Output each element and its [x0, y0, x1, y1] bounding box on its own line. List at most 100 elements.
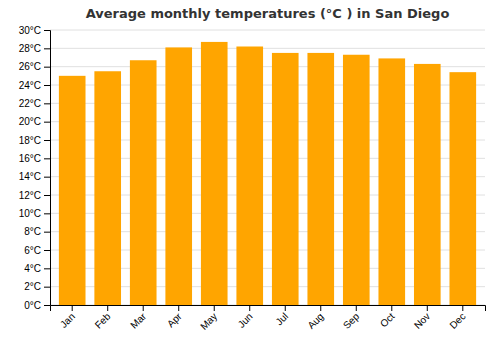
x-tick: Jul: [273, 305, 290, 327]
x-tick: Jan: [58, 305, 77, 330]
x-tick-label: Jun: [236, 311, 255, 330]
y-tick-label: 4°C: [24, 263, 41, 274]
chart: 0°C 2°C 4°C 6°C 8°C 10°C 12°C 14°C 16°C 18°C 20°C 2…: [0, 0, 500, 350]
y-tick-mark: [44, 195, 50, 196]
bar: [94, 71, 121, 305]
y-tick-label: 2°C: [24, 281, 41, 292]
y-tick: 14°C: [19, 171, 50, 182]
y-tick: 2°C: [24, 281, 50, 292]
y-tick-label: 14°C: [19, 171, 41, 182]
y-tick-mark: [44, 305, 50, 306]
x-tick-mark: [391, 305, 392, 311]
y-tick-label: 22°C: [19, 98, 41, 109]
y-axis-line: [44, 31, 51, 306]
bars: [59, 42, 476, 305]
x-tick: Mar: [128, 305, 148, 331]
x-tick: May: [198, 305, 219, 332]
x-tick-label: Apr: [165, 310, 184, 329]
x-tick-label: May: [198, 311, 219, 332]
x-tick-label: Feb: [93, 310, 113, 330]
y-tick: 24°C: [19, 80, 50, 91]
y-tick-mark: [44, 268, 50, 269]
x-tick-mark: [178, 305, 179, 311]
x-tick-label: Nov: [412, 311, 432, 331]
y-tick-mark: [44, 48, 50, 49]
y-tick-mark: [44, 250, 50, 251]
x-tick-label: Aug: [305, 311, 325, 331]
y-tick: 16°C: [19, 153, 50, 164]
y-tick-mark: [44, 177, 50, 178]
y-tick: 26°C: [19, 61, 50, 72]
y-tick: 20°C: [19, 116, 50, 127]
y-tick-label: 20°C: [19, 116, 41, 127]
x-tick-mark: [356, 305, 357, 311]
y-tick-label: 18°C: [19, 135, 41, 146]
y-tick-label: 12°C: [19, 190, 41, 201]
y-tick: 0°C: [24, 300, 50, 311]
x-tick-mark: [285, 305, 286, 311]
y-tick-label: 28°C: [19, 43, 41, 54]
bar: [343, 55, 370, 305]
x-tick-label: Mar: [128, 310, 148, 330]
x-tick-mark: [107, 305, 108, 311]
grid-line: [50, 48, 485, 49]
y-tick-label: 30°C: [19, 25, 41, 36]
bar: [307, 53, 334, 305]
y-tick-mark: [44, 85, 50, 86]
bar: [449, 72, 476, 305]
y-tick: 8°C: [24, 226, 50, 237]
bar: [165, 47, 192, 305]
bar: [378, 58, 405, 305]
bar: [414, 64, 441, 305]
bar: [59, 76, 86, 305]
y-tick: 22°C: [19, 98, 50, 109]
x-tick-mark: [462, 305, 463, 311]
x-axis: JanFebMarAprMayJunJulAugSepOctNovDec: [51, 305, 486, 332]
x-tick: Oct: [378, 305, 397, 329]
x-axis-line: [51, 306, 486, 312]
x-tick: Sep: [341, 305, 362, 331]
y-tick-label: 0°C: [24, 300, 41, 311]
x-tick-mark: [320, 305, 321, 311]
x-tick: Aug: [305, 305, 325, 331]
x-tick: Nov: [412, 305, 432, 331]
bar: [130, 60, 157, 305]
x-tick-mark: [143, 305, 144, 311]
y-tick-mark: [44, 122, 50, 123]
y-tick-mark: [44, 103, 50, 104]
y-tick-label: 16°C: [19, 153, 41, 164]
y-tick-mark: [44, 30, 50, 31]
y-tick: 4°C: [24, 263, 50, 274]
x-tick-label: Sep: [341, 310, 362, 331]
bar: [201, 42, 228, 305]
y-tick-mark: [44, 287, 50, 288]
y-tick: 30°C: [19, 25, 50, 36]
x-tick-label: Jan: [58, 311, 77, 330]
x-tick: Feb: [93, 305, 113, 331]
x-tick-mark: [427, 305, 428, 311]
y-tick-label: 8°C: [24, 226, 41, 237]
y-axis: 0°C 2°C 4°C 6°C 8°C 10°C 12°C 14°C 16°C 18°C 20°C 2…: [19, 25, 51, 311]
grid-line: [50, 30, 485, 31]
x-tick-mark: [249, 305, 250, 311]
y-tick-label: 10°C: [19, 208, 41, 219]
y-tick: 10°C: [19, 208, 50, 219]
y-tick-label: 26°C: [19, 61, 41, 72]
grid: [50, 30, 485, 305]
y-tick-label: 6°C: [24, 245, 41, 256]
y-tick: 28°C: [19, 43, 50, 54]
bar: [236, 47, 263, 306]
x-tick-label: Oct: [378, 311, 397, 330]
y-tick: 6°C: [24, 245, 50, 256]
y-tick-mark: [44, 158, 50, 159]
y-tick: 18°C: [19, 135, 50, 146]
y-tick-mark: [44, 232, 50, 233]
bar: [272, 53, 299, 305]
x-tick-label: Jul: [273, 311, 290, 328]
y-tick-mark: [44, 213, 50, 214]
plot: 0°C 2°C 4°C 6°C 8°C 10°C 12°C 14°C 16°C 18°C 20°C 2…: [19, 25, 486, 332]
y-tick: 12°C: [19, 190, 50, 201]
x-tick-mark: [214, 305, 215, 311]
x-tick: Apr: [165, 305, 184, 329]
x-tick: Jun: [236, 305, 255, 330]
